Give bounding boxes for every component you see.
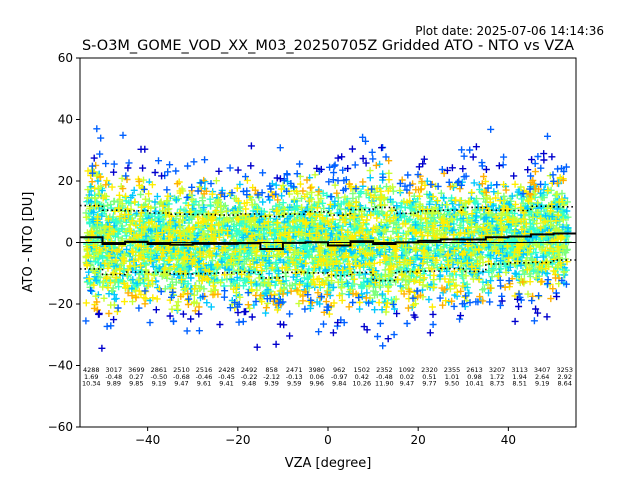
mean-minus-std-line <box>80 259 576 282</box>
y-tick-label: 60 <box>58 51 73 65</box>
bin-std-label: 9.96 <box>309 380 323 388</box>
bin-count-label: 3113 <box>511 366 528 374</box>
bin-mean-label: -0.46 <box>196 373 213 381</box>
bin-count-label: 962 <box>333 366 345 374</box>
bin-std-label: 9.50 <box>445 380 459 388</box>
bin-std-label: 9.19 <box>535 380 549 388</box>
x-tick-label: −20 <box>225 433 250 447</box>
bin-std-label: 9.47 <box>174 380 188 388</box>
y-axis-label: ATO - NTO [DU] <box>21 192 36 293</box>
bin-count-label: 3253 <box>556 366 573 374</box>
bin-count-label: 3407 <box>534 366 551 374</box>
y-tick-label: 20 <box>58 174 73 188</box>
bin-count-label: 2492 <box>241 366 258 374</box>
bin-std-label: 10.26 <box>353 380 372 388</box>
y-axis-ticks: −60 −40 −20 0 20 40 60 <box>48 51 80 434</box>
bin-count-label: 3017 <box>106 366 123 374</box>
bin-std-label: 9.59 <box>287 380 301 388</box>
bin-count-label: 2861 <box>151 366 168 374</box>
bin-mean-label: 0.27 <box>129 373 143 381</box>
scatter-marker-group <box>90 142 561 352</box>
bin-count-label: 3980 <box>308 366 325 374</box>
bin-std-label: 9.77 <box>422 380 436 388</box>
x-axis-ticks: −40 −20 0 20 40 <box>135 427 516 447</box>
plot-date: Plot date: 2025-07-06 14:14:36 <box>415 24 604 38</box>
bin-std-label: 9.85 <box>129 380 143 388</box>
y-tick-label: 40 <box>58 113 73 127</box>
bin-count-label: 2471 <box>286 366 303 374</box>
bin-count-label: 2510 <box>173 366 190 374</box>
bin-std-label: 9.48 <box>242 380 256 388</box>
bin-std-label: 10.34 <box>82 380 101 388</box>
bin-count-label: 2320 <box>421 366 438 374</box>
bin-mean-label: 2.92 <box>557 373 571 381</box>
x-tick-label: −40 <box>135 433 160 447</box>
bin-count-label: 2352 <box>376 366 393 374</box>
bin-std-label: 9.39 <box>264 380 278 388</box>
bin-std-label: 8.51 <box>512 380 526 388</box>
bin-mean-label: -0.22 <box>241 373 258 381</box>
mean-line <box>80 232 576 250</box>
bin-mean-label: 0.98 <box>467 373 481 381</box>
bin-mean-label: 1.01 <box>445 373 459 381</box>
bin-std-label: 8.73 <box>490 380 504 388</box>
x-tick-label: 0 <box>324 433 332 447</box>
bin-mean-label: -0.50 <box>150 373 167 381</box>
bin-count-label: 3699 <box>128 366 145 374</box>
bin-std-label: 8.64 <box>557 380 571 388</box>
bin-std-label: 9.84 <box>332 380 346 388</box>
bin-std-label: 9.41 <box>219 380 233 388</box>
bin-mean-label: 1.72 <box>490 373 504 381</box>
bin-count-label: 2355 <box>444 366 461 374</box>
bin-mean-label: -0.68 <box>173 373 190 381</box>
y-tick-label: −20 <box>48 297 73 311</box>
scatter-marker-group <box>88 157 567 317</box>
chart-title: S-O3M_GOME_VOD_XX_M03_20250705Z Gridded … <box>82 38 574 54</box>
statistic-lines <box>80 204 576 282</box>
bin-mean-label: -2.12 <box>263 373 280 381</box>
bin-mean-label: -0.97 <box>331 373 348 381</box>
bin-count-label: 1092 <box>399 366 416 374</box>
bin-mean-label: -0.48 <box>376 373 393 381</box>
bin-std-label: 9.61 <box>197 380 211 388</box>
bin-count-label: 2516 <box>196 366 213 374</box>
bin-count-label: 2613 <box>466 366 483 374</box>
bin-mean-label: 0.51 <box>422 373 436 381</box>
x-tick-label: 40 <box>501 433 516 447</box>
plot-area <box>80 125 576 352</box>
bin-mean-label: -0.48 <box>105 373 122 381</box>
bin-mean-label: -0.13 <box>286 373 303 381</box>
y-tick-label: −40 <box>48 359 73 373</box>
bin-count-label: 858 <box>265 366 277 374</box>
bin-count-label: 3207 <box>489 366 506 374</box>
bin-std-label: 9.47 <box>400 380 414 388</box>
bin-mean-label: 2.64 <box>535 373 549 381</box>
x-tick-label: 20 <box>411 433 426 447</box>
bin-mean-label: -0.45 <box>218 373 235 381</box>
y-tick-label: −60 <box>48 420 73 434</box>
bin-std-label: 11.90 <box>375 380 394 388</box>
x-axis-label: VZA [degree] <box>285 456 372 471</box>
bin-std-label: 9.19 <box>152 380 166 388</box>
scatter-marker-group <box>82 167 571 318</box>
bin-count-label: 4288 <box>83 366 100 374</box>
bin-count-label: 1502 <box>354 366 371 374</box>
bin-statistics: 42881.6910.343017-0.489.8936990.279.8528… <box>82 366 573 388</box>
bin-mean-label: 0.02 <box>400 373 414 381</box>
bin-mean-label: 0.42 <box>355 373 369 381</box>
bin-count-label: 2428 <box>218 366 235 374</box>
bin-mean-label: 1.69 <box>84 373 98 381</box>
bin-mean-label: 0.06 <box>309 373 323 381</box>
bin-std-label: 9.89 <box>107 380 121 388</box>
bin-std-label: 10.41 <box>465 380 484 388</box>
y-tick-label: 0 <box>65 236 73 250</box>
bin-mean-label: 1.94 <box>512 373 526 381</box>
